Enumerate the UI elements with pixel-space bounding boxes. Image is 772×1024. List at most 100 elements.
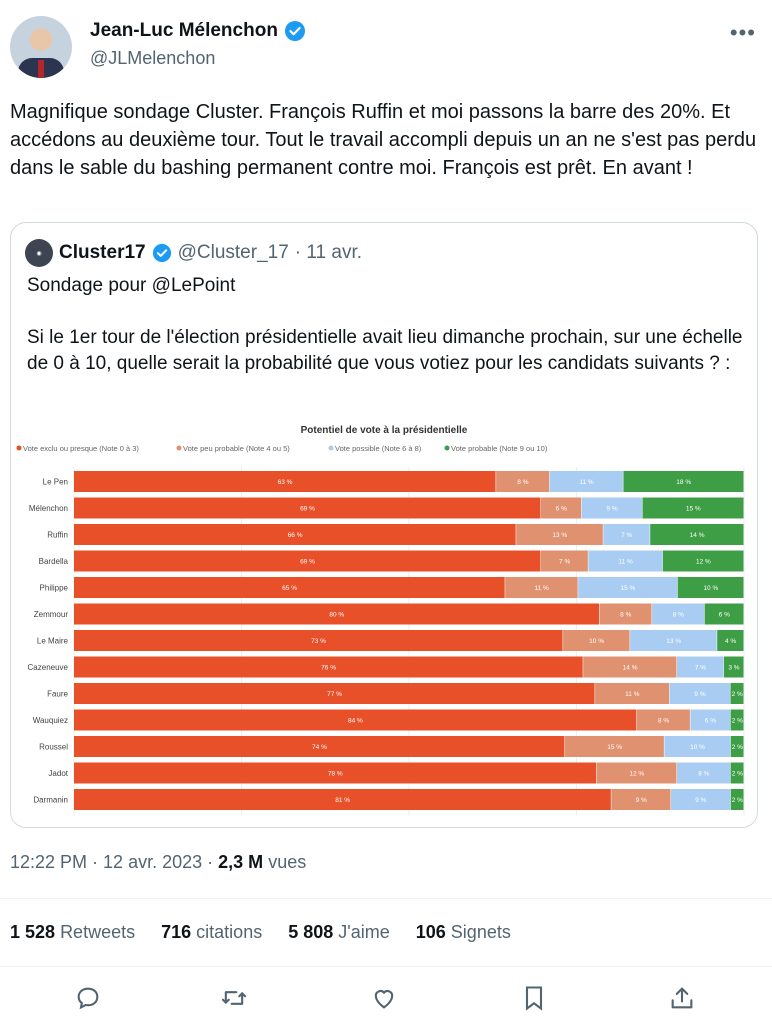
- author-handle[interactable]: @JLMelenchon: [90, 48, 216, 68]
- view-label: vues: [268, 852, 307, 872]
- category-label: Le Pen: [43, 478, 68, 487]
- bar-segment[interactable]: [588, 550, 663, 572]
- bar-segment[interactable]: [690, 709, 731, 731]
- cluster17-avatar[interactable]: ◉: [25, 239, 53, 267]
- bar-segment[interactable]: [581, 497, 642, 519]
- bar-segment[interactable]: [74, 789, 611, 810]
- bar-segment[interactable]: [630, 630, 717, 651]
- bar-segment[interactable]: [74, 550, 541, 572]
- bar-segment[interactable]: [74, 709, 637, 731]
- bar-segment[interactable]: [636, 709, 690, 731]
- bar-segment[interactable]: [603, 524, 650, 545]
- data-label: 7 %: [621, 532, 632, 539]
- bar-segment[interactable]: [540, 497, 582, 519]
- data-label: 2 %: [732, 691, 743, 698]
- stat-likes[interactable]: 5 808 J'aime: [288, 922, 390, 943]
- bar-segment[interactable]: [652, 603, 705, 625]
- bar-segment[interactable]: [730, 736, 744, 757]
- bar-segment[interactable]: [730, 683, 744, 704]
- data-label: 7 %: [695, 665, 706, 672]
- bar-segment[interactable]: [74, 630, 563, 651]
- bar-segment[interactable]: [516, 524, 603, 545]
- data-label: 11 %: [625, 691, 640, 698]
- reply-icon[interactable]: [74, 984, 102, 1012]
- vote-potential-chart[interactable]: Potentiel de vote à la présidentielle Vo…: [12, 419, 756, 827]
- quoted-author-handle[interactable]: @Cluster_17: [177, 242, 289, 263]
- more-options-icon[interactable]: •••: [729, 20, 756, 45]
- data-label: 8 %: [517, 479, 528, 486]
- like-icon[interactable]: [370, 984, 398, 1012]
- tweet-time[interactable]: 12:22 PM · 12 avr. 2023 ·: [10, 852, 214, 872]
- bar-segment[interactable]: [74, 524, 516, 545]
- category-label: Mélenchon: [29, 504, 68, 513]
- bar-segment[interactable]: [74, 656, 583, 678]
- verified-badge-icon: [152, 243, 171, 263]
- legend-label: Vote exclu ou presque (Note 0 à 3): [23, 444, 139, 453]
- bar-segment[interactable]: [730, 709, 744, 731]
- author-name-row[interactable]: Jean-Luc Mélenchon: [90, 20, 306, 42]
- bar-segment[interactable]: [677, 762, 731, 784]
- bar-segment[interactable]: [671, 789, 731, 810]
- stat-quotes[interactable]: 716 citations: [161, 922, 262, 943]
- bar-segment[interactable]: [730, 789, 744, 810]
- data-label: 7 %: [559, 559, 570, 566]
- data-label: 11 %: [535, 585, 550, 592]
- retweet-icon[interactable]: [220, 984, 248, 1012]
- data-label: 76 %: [321, 665, 336, 672]
- bar-segment[interactable]: [704, 603, 744, 625]
- bar-segment[interactable]: [611, 789, 671, 810]
- bar-segment[interactable]: [578, 577, 678, 598]
- bar-segment[interactable]: [74, 577, 505, 598]
- bar-segment[interactable]: [74, 497, 541, 519]
- bar-segment[interactable]: [669, 683, 730, 704]
- stat-label: citations: [196, 922, 263, 942]
- bar-segment[interactable]: [664, 736, 731, 757]
- data-label: 77 %: [327, 691, 342, 698]
- data-label: 6 %: [556, 506, 567, 513]
- data-label: 6 %: [705, 718, 716, 725]
- bar-segment[interactable]: [596, 762, 677, 784]
- bar-segment[interactable]: [74, 736, 565, 757]
- stat-retweets[interactable]: 1 528 Retweets: [10, 922, 135, 943]
- share-icon[interactable]: [668, 984, 696, 1012]
- tweet-timestamp[interactable]: 12:22 PM · 12 avr. 2023 · 2,3 M vues: [10, 852, 306, 873]
- author-avatar[interactable]: [10, 16, 72, 78]
- category-label: Wauquiez: [33, 716, 68, 725]
- bar-segment[interactable]: [595, 683, 670, 704]
- category-label: Faure: [47, 690, 68, 699]
- bar-segment[interactable]: [623, 471, 744, 492]
- data-label: 81 %: [335, 797, 350, 804]
- bar-segment[interactable]: [730, 762, 744, 784]
- bar-segment[interactable]: [642, 497, 744, 519]
- bar-segment[interactable]: [583, 656, 677, 678]
- stat-bookmarks[interactable]: 106 Signets: [416, 922, 511, 943]
- bar-segment[interactable]: [723, 656, 744, 678]
- bar-segment[interactable]: [505, 577, 578, 598]
- bar-segment[interactable]: [74, 683, 595, 704]
- bar-segment[interactable]: [74, 471, 496, 492]
- divider: [0, 898, 772, 899]
- bar-segment[interactable]: [564, 736, 664, 757]
- author-name[interactable]: Jean-Luc Mélenchon: [90, 20, 278, 41]
- data-label: 13 %: [666, 638, 681, 645]
- bar-segment[interactable]: [650, 524, 744, 545]
- view-count: 2,3 M: [218, 852, 264, 872]
- bar-segment[interactable]: [549, 471, 623, 492]
- quoted-tweet[interactable]: ◉ Cluster17 @Cluster_17 · 11 avr. Sondag…: [10, 222, 758, 828]
- bar-segment[interactable]: [662, 550, 744, 572]
- bookmark-icon[interactable]: [520, 984, 548, 1012]
- bar-segment[interactable]: [677, 577, 744, 598]
- bar-segment[interactable]: [677, 656, 724, 678]
- data-label: 73 %: [311, 638, 326, 645]
- avatar-tie: [38, 60, 44, 78]
- bar-segment[interactable]: [599, 603, 652, 625]
- bar-segment[interactable]: [496, 471, 550, 492]
- bar-segment[interactable]: [74, 762, 597, 784]
- data-label: 14 %: [623, 665, 638, 672]
- bar-segment[interactable]: [74, 603, 599, 625]
- bar-segment[interactable]: [563, 630, 630, 651]
- data-label: 78 %: [328, 771, 343, 778]
- bar-segment[interactable]: [717, 630, 744, 651]
- bar-segment[interactable]: [540, 550, 588, 572]
- quoted-author-name[interactable]: Cluster17: [59, 242, 146, 263]
